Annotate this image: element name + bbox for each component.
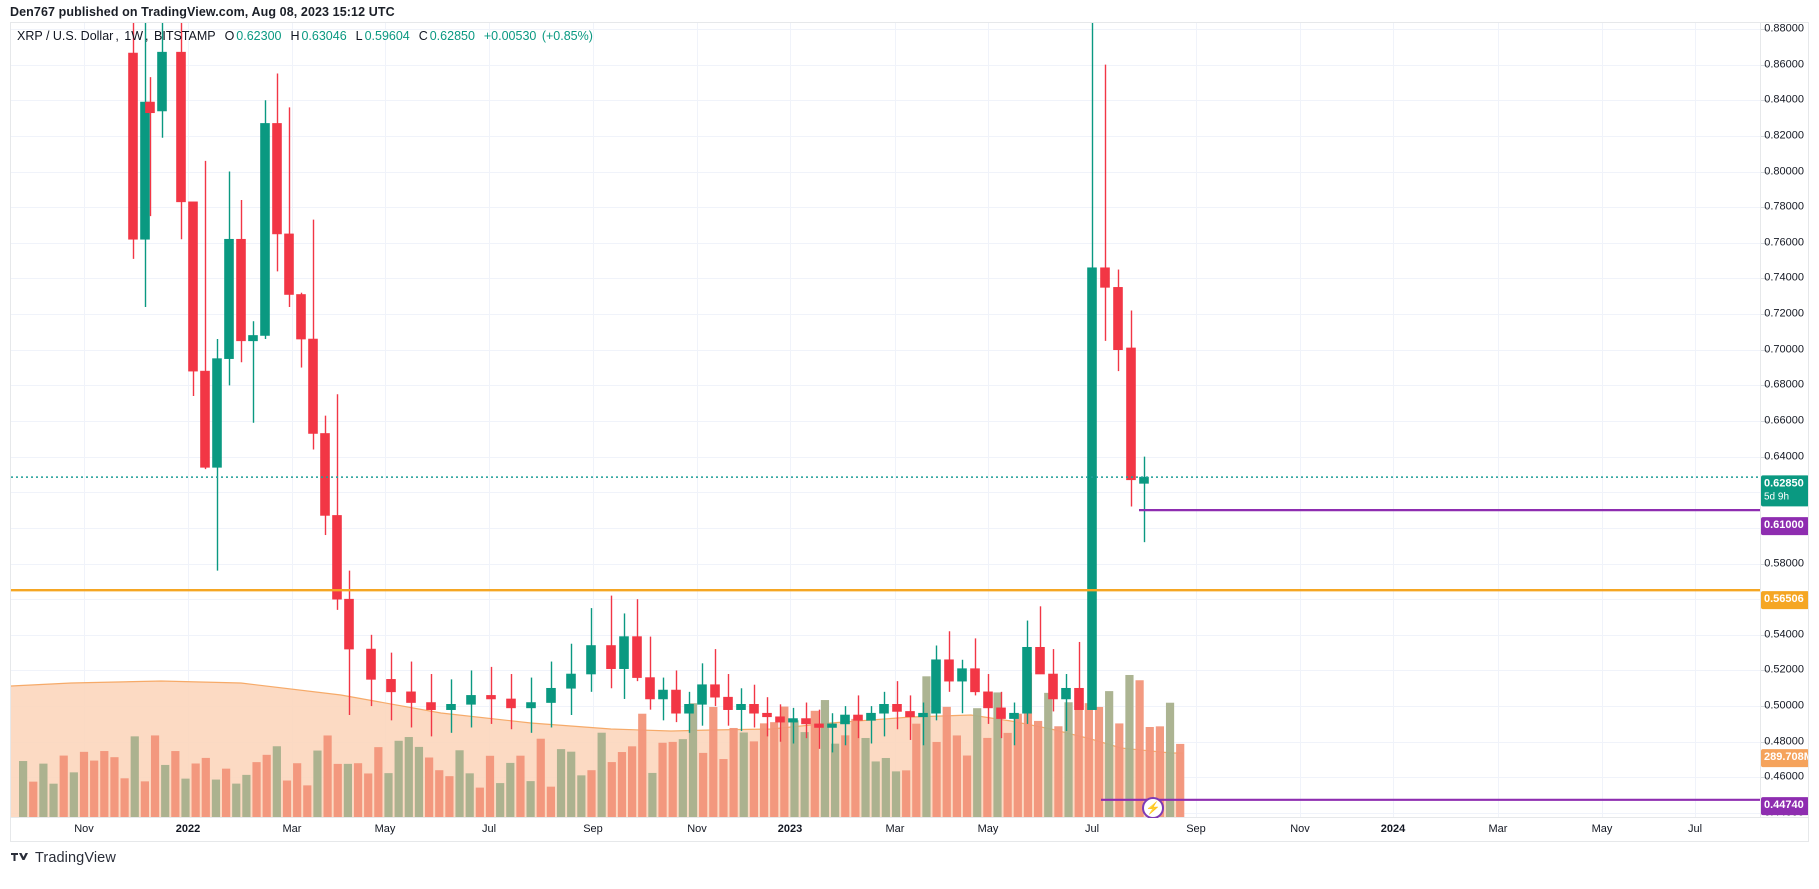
orange-level-badge[interactable]: 0.56506: [1761, 591, 1808, 609]
price-tick-label: 0.78000: [1764, 200, 1804, 213]
price-scale[interactable]: 0.88000 0.86000 0.84000 0.82000 0.80000 0.780…: [1760, 22, 1809, 841]
price-tick-mark: [1761, 777, 1768, 778]
attribution-text: Den767 published on TradingView.com, Aug…: [10, 5, 395, 19]
price-tick-label: 0.48000: [1764, 735, 1804, 748]
volume-ma-badge[interactable]: 289.708M: [1761, 749, 1809, 767]
price-tick-label: 0.46000: [1764, 770, 1804, 783]
time-scale[interactable]: Nov 2022 Mar May Jul Sep Nov 2023 Mar May Jul Sep No…: [11, 817, 1808, 841]
time-tick-label: May: [1591, 823, 1613, 835]
price-tick-label: 0.80000: [1764, 165, 1804, 178]
time-tick-label: 2023: [777, 823, 803, 835]
time-tick-label: Mar: [885, 823, 905, 835]
time-tick-label: 2022: [175, 823, 201, 835]
price-tick-mark: [1761, 385, 1768, 386]
price-tick-mark: [1761, 100, 1768, 101]
price-tick-mark: [1761, 314, 1768, 315]
price-tick-mark: [1761, 172, 1768, 173]
volume-ma-badge-value: 289.708M: [1764, 751, 1809, 764]
price-tick-mark: [1761, 706, 1768, 707]
price-tick-mark: [1761, 742, 1768, 743]
price-tick-label: 0.58000: [1764, 557, 1804, 570]
purple-level-badge-bottom[interactable]: 0.44740: [1761, 797, 1808, 815]
price-tick-mark: [1761, 278, 1768, 279]
price-tick-mark: [1761, 65, 1768, 66]
tradingview-logo-icon: [11, 853, 28, 861]
price-tick-label: 0.54000: [1764, 628, 1804, 641]
price-tick-label: 0.84000: [1764, 93, 1804, 106]
price-tick-label: 0.50000: [1764, 699, 1804, 712]
price-tick-label: 0.52000: [1764, 663, 1804, 676]
brand-name: TradingView: [35, 850, 116, 866]
time-tick-label: Mar: [282, 823, 302, 835]
time-tick-label: May: [977, 823, 999, 835]
price-tick-label: 0.68000: [1764, 378, 1804, 391]
purple-level-badge-top[interactable]: 0.61000: [1761, 517, 1808, 535]
price-tick-label: 0.72000: [1764, 307, 1804, 320]
time-tick-label: Nov: [74, 823, 94, 835]
last-price-badge-value: 0.62850: [1764, 477, 1804, 490]
time-tick-label: Mar: [1488, 823, 1508, 835]
price-tick-label: 0.88000: [1764, 22, 1804, 35]
price-pane[interactable]: ⚡: [11, 23, 1762, 818]
price-tick-mark: [1761, 670, 1768, 671]
price-tick-mark: [1761, 136, 1768, 137]
time-tick-label: Nov: [1290, 823, 1310, 835]
price-tick-mark: [1761, 564, 1768, 565]
price-tick-mark: [1761, 243, 1768, 244]
price-tick-label: 0.82000: [1764, 129, 1804, 142]
price-tick-label: 0.70000: [1764, 343, 1804, 356]
last-price-badge-countdown: 5d 9h: [1764, 491, 1790, 503]
price-tick-mark: [1761, 421, 1768, 422]
time-tick-label: Jul: [481, 823, 497, 835]
price-tick-mark: [1761, 207, 1768, 208]
time-tick-label: Nov: [687, 823, 707, 835]
purple-level-badge-bottom-value: 0.44740: [1764, 799, 1804, 812]
time-tick-label: Sep: [583, 823, 603, 835]
price-tick-label: 0.74000: [1764, 271, 1804, 284]
time-tick-label: 2024: [1380, 823, 1406, 835]
price-tick-label: 0.86000: [1764, 58, 1804, 71]
footer: TradingView: [11, 850, 116, 866]
orange-level-badge-value: 0.56506: [1764, 593, 1804, 606]
price-tick-label: 0.64000: [1764, 450, 1804, 463]
chart-container[interactable]: ⚡ 0.88000 0.86000 0.84000 0.82000 0.80000 0.7…: [10, 22, 1809, 842]
time-tick-label: Jul: [1687, 823, 1703, 835]
last-price-badge[interactable]: 0.62850 5d 9h: [1761, 475, 1808, 507]
time-tick-label: May: [374, 823, 396, 835]
price-tick-mark: [1761, 635, 1768, 636]
alert-lightning-icon[interactable]: ⚡: [1142, 797, 1164, 818]
price-tick-mark: [1761, 350, 1768, 351]
price-tick-mark: [1761, 457, 1768, 458]
chart-canvas: [11, 23, 1762, 818]
time-tick-label: Sep: [1186, 823, 1206, 835]
price-tick-mark: [1761, 29, 1768, 30]
price-tick-label: 0.66000: [1764, 414, 1804, 427]
purple-level-badge-top-value: 0.61000: [1764, 519, 1804, 532]
price-tick-label: 0.76000: [1764, 236, 1804, 249]
time-tick-label: Jul: [1084, 823, 1100, 835]
